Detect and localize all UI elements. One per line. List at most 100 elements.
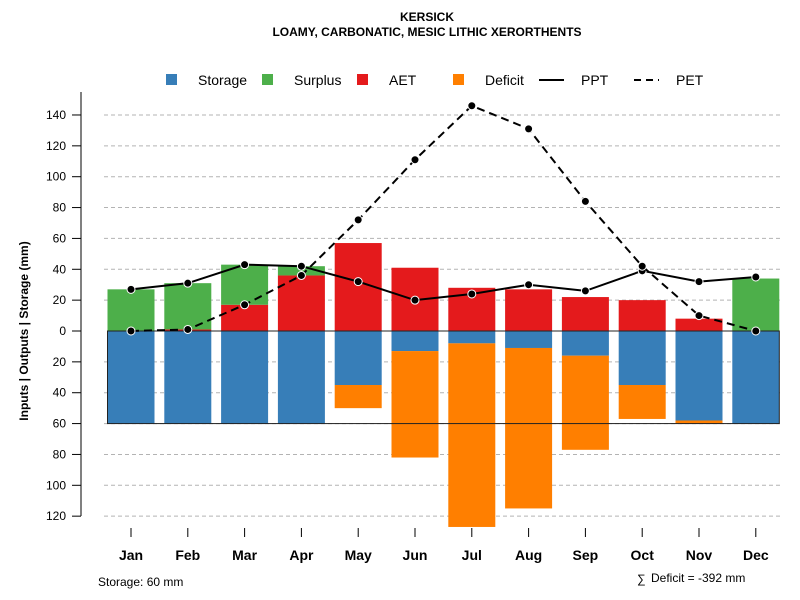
y-tick-label: 80 [53,201,67,215]
deficit-note: Deficit = -392 mm [651,571,745,585]
legend-swatch [166,74,177,85]
pet-point [580,196,590,206]
sum-symbol: ∑ [637,572,646,586]
ppt-point [183,278,193,288]
storage-bar [732,331,780,424]
legend-label: Storage [198,72,247,88]
x-tick-label: Mar [232,547,257,563]
pet-point [751,326,761,336]
pet-point [353,215,363,225]
x-tick-label: Jun [403,547,428,563]
storage-bar [448,331,496,344]
x-tick-label: Apr [289,547,314,563]
y-tick-label: 60 [53,231,67,245]
ppt-point [240,260,250,270]
y-tick-label: 20 [53,355,67,369]
deficit-bar [448,343,496,527]
y-tick-label: 40 [53,386,67,400]
legend-swatch [357,74,368,85]
pet-line [130,104,757,332]
y-tick-label: 120 [46,139,66,153]
storage-note: Storage: 60 mm [98,575,183,589]
y-axis: 0 20 40 60 80 100 120 140 20 40 60 80 100 120 [46,92,82,523]
storage-bar [221,331,269,424]
y-tick-label: 140 [46,108,66,122]
storage-capacity-box [107,330,780,425]
aet-bar [277,275,325,331]
x-tick-label: Jul [462,547,482,563]
x-tick-label: May [345,547,372,563]
legend-label: Surplus [294,72,341,88]
aet-bar [505,289,553,331]
y-tick-label: 0 [59,324,66,338]
surplus-bar [732,278,780,331]
pet-point [410,155,420,165]
x-axis: Jan Feb Mar Apr May Jun Jul Aug Sep Oct Nov Dec [119,528,769,563]
x-tick-label: Sep [573,547,599,563]
y-tick-label: 80 [53,447,67,461]
x-tick-label: Dec [743,547,769,563]
storage-bar [391,331,439,352]
storage-bar [618,331,666,386]
surplus-bar [107,289,155,331]
ppt-point [694,277,704,287]
deficit-bar [561,355,609,450]
x-tick-label: Jan [119,547,143,563]
ppt-point [126,284,136,294]
legend-swatch [262,74,273,85]
storage-bar [675,331,723,421]
x-tick-label: Feb [175,547,200,563]
surplus-bar [221,264,269,305]
pet-point [694,311,704,321]
storage-bar [561,331,609,356]
storage-bar [164,331,212,424]
ppt-line [130,263,756,302]
surplus-bar [164,283,212,330]
pet-point [524,124,534,134]
x-tick-label: Oct [631,547,655,563]
storage-bar [107,331,155,424]
deficit-bar [391,351,439,458]
pet-point [240,300,250,310]
legend-label: PET [676,72,704,88]
bars [107,243,780,527]
y-tick-label: 60 [53,417,67,431]
ppt-point [580,286,590,296]
deficit-bar [505,347,553,509]
legend-label: AET [389,72,417,88]
ppt-point [467,289,477,299]
aet-bar [675,318,723,331]
pet-point [183,324,193,334]
y-axis-label: Inputs | Outputs | Storage (mm) [17,241,31,420]
chart-title: KERSICK [400,10,454,24]
legend-label: Deficit [485,72,524,88]
y-tick-label: 100 [46,478,66,492]
deficit-bar [334,385,382,409]
legend-label: PPT [581,72,609,88]
lines [126,101,761,336]
y-tick-label: 120 [46,509,66,523]
y-tick-label: 40 [53,262,67,276]
y-tick-label: 20 [53,293,67,307]
ppt-point [353,277,363,287]
deficit-bar [618,385,666,419]
x-tick-label: Aug [515,547,542,563]
y-tick-label: 100 [46,170,66,184]
surplus-bar [277,266,325,276]
aet-bar [618,300,666,331]
storage-bar [277,331,325,424]
deficit-bar [675,420,723,424]
chart-subtitle: LOAMY, CARBONATIC, MESIC LITHIC XERORTHE… [272,25,581,39]
pet-point [126,326,136,336]
legend-swatch [453,74,464,85]
legend: Storage Surplus AET Deficit PPT PET [166,72,704,88]
storage-bar [334,331,382,386]
x-tick-label: Nov [686,547,713,563]
ppt-point [410,295,420,305]
pet-point [467,101,477,111]
ppt-point [296,261,306,271]
storage-bar [505,331,553,348]
pet-point [637,261,647,271]
ppt-point [524,280,534,290]
